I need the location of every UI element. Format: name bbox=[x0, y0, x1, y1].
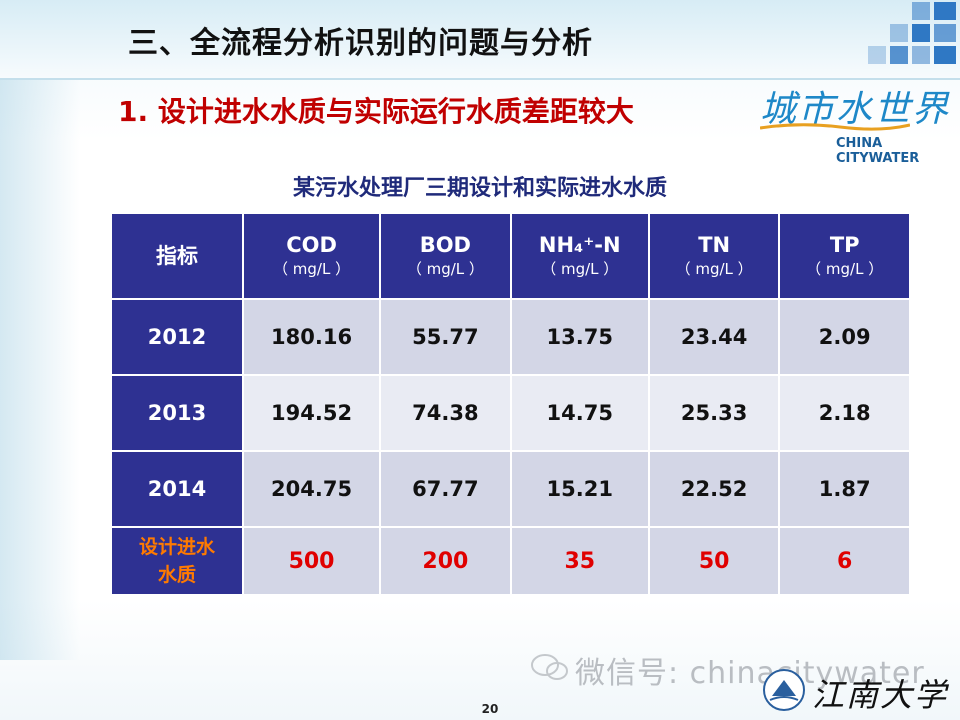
table-cell: 23.44 bbox=[647, 298, 781, 376]
logo-swoosh-icon bbox=[760, 123, 910, 131]
design-value-cell: 6 bbox=[778, 526, 911, 596]
table-cell: 55.77 bbox=[379, 298, 512, 376]
table-cell: 14.75 bbox=[509, 374, 650, 452]
header-cell-tp: TP （ mg/L ） bbox=[778, 212, 911, 300]
table-row-design: 设计进水 水质 500 200 35 50 6 bbox=[110, 526, 911, 596]
wechat-watermark: 微信号: chinacitywater bbox=[575, 656, 925, 691]
table-row-2013: 2013 194.52 74.38 14.75 25.33 2.18 bbox=[110, 374, 911, 452]
logo-caption: CHINA CITYWATER bbox=[836, 136, 920, 166]
table-cell: 194.52 bbox=[241, 374, 382, 452]
table-cell: 22.52 bbox=[647, 450, 781, 528]
table-header-row: 指标 COD （ mg/L ） BOD （ mg/L ） NH₄⁺-N （ mg… bbox=[110, 212, 911, 300]
university-script-text: 江南大学 bbox=[812, 676, 949, 714]
table-cell: 204.75 bbox=[241, 450, 382, 528]
row-label: 2013 bbox=[110, 374, 244, 452]
header-cell-tn: TN （ mg/L ） bbox=[647, 212, 781, 300]
design-value-cell: 35 bbox=[509, 526, 650, 596]
table-row-2012: 2012 180.16 55.77 13.75 23.44 2.09 bbox=[110, 298, 911, 376]
table-cell: 2.09 bbox=[778, 298, 911, 376]
header-cell-indicator: 指标 bbox=[110, 212, 244, 300]
logo-script-text: 城市水世界 bbox=[760, 89, 951, 130]
table-cell: 15.21 bbox=[509, 450, 650, 528]
wechat-icon bbox=[531, 654, 568, 680]
corner-squares-decoration bbox=[840, 0, 960, 78]
design-value-cell: 50 bbox=[647, 526, 781, 596]
table-cell: 180.16 bbox=[241, 298, 382, 376]
table-title: 某污水处理厂三期设计和实际进水水质 bbox=[292, 176, 667, 201]
water-quality-table: 指标 COD （ mg/L ） BOD （ mg/L ） NH₄⁺-N （ mg… bbox=[110, 212, 911, 596]
header-bar: 三、全流程分析识别的问题与分析 bbox=[0, 0, 960, 80]
table-cell: 74.38 bbox=[379, 374, 512, 452]
design-row-label: 设计进水 水质 bbox=[110, 526, 244, 596]
table-cell: 25.33 bbox=[647, 374, 781, 452]
header-cell-cod: COD （ mg/L ） bbox=[241, 212, 382, 300]
design-value-cell: 200 bbox=[379, 526, 512, 596]
design-value-cell: 500 bbox=[241, 526, 382, 596]
row-label: 2012 bbox=[110, 298, 244, 376]
table-cell: 1.87 bbox=[778, 450, 911, 528]
table-cell: 2.18 bbox=[778, 374, 911, 452]
section-subtitle: 1. 设计进水水质与实际运行水质差距较大 bbox=[118, 95, 634, 128]
row-label: 2014 bbox=[110, 450, 244, 528]
china-citywater-logo: 城市水世界 CHINA CITYWATER bbox=[760, 80, 960, 166]
table-cell: 67.77 bbox=[379, 450, 512, 528]
university-emblem-icon bbox=[763, 669, 805, 711]
left-decorative-band bbox=[0, 60, 80, 660]
table-cell: 13.75 bbox=[509, 298, 650, 376]
page-title: 三、全流程分析识别的问题与分析 bbox=[128, 26, 593, 61]
header-cell-bod: BOD （ mg/L ） bbox=[379, 212, 512, 300]
header-cell-nh4n: NH₄⁺-N （ mg/L ） bbox=[509, 212, 650, 300]
page-number: 20 bbox=[481, 702, 499, 716]
table-row-2014: 2014 204.75 67.77 15.21 22.52 1.87 bbox=[110, 450, 911, 528]
